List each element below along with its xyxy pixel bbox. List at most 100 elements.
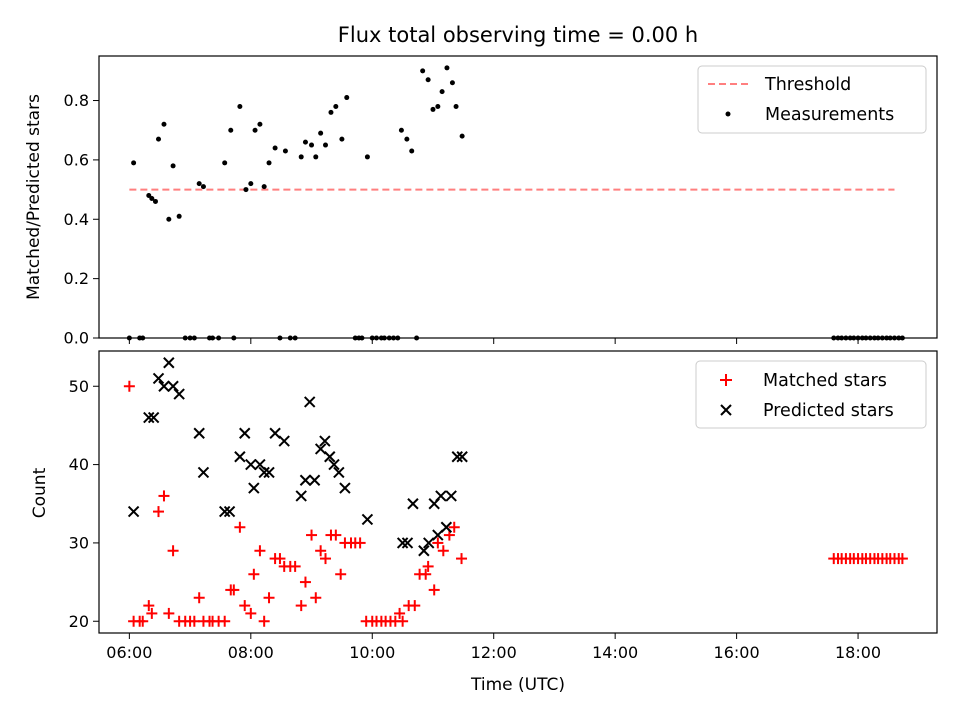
predicted-stars-point (127, 505, 140, 518)
matched-stars-point (163, 607, 175, 619)
measurement-point (867, 335, 873, 341)
measurement-point (404, 136, 410, 142)
matched-stars-point (234, 521, 246, 533)
predicted-stars-point (304, 396, 316, 408)
x-tick-label: 18:00 (835, 643, 881, 662)
matched-stars-point (137, 615, 149, 627)
predicted-stars-point (234, 451, 246, 463)
predicted-stars-point (401, 537, 414, 549)
legend-predicted-label: Predicted stars (763, 401, 894, 421)
measurement-point (835, 335, 841, 341)
measurement-point (328, 109, 334, 115)
bottom-y-ticks: 20 30 40 50 (69, 377, 99, 631)
legend-matched-label: Matched stars (763, 371, 887, 391)
measurement-point (851, 335, 857, 341)
matched-stars-point (167, 545, 179, 557)
measurement-point (131, 160, 137, 166)
matched-stars-point (354, 537, 366, 549)
matched-stars-point (263, 592, 275, 604)
predicted-stars-point (197, 466, 210, 479)
measurement-point (248, 181, 254, 187)
measurement-point (313, 154, 319, 160)
bottom-x-ticks: 06:00 08:00 10:00 12:00 14:00 16:00 18:00 (106, 633, 881, 662)
measurement-point (381, 335, 387, 341)
top-y-tick-label: 0.4 (64, 210, 89, 229)
predicted-stars-point (248, 482, 260, 494)
chart-title: Flux total observing time = 0.00 h (338, 23, 698, 47)
matched-stars-point (123, 380, 135, 392)
measurement-point (292, 335, 298, 341)
top-x-ticks (128, 338, 859, 344)
top-plot-frame (98, 55, 938, 339)
predicted-stars-point (456, 451, 468, 463)
measurement-point (187, 335, 193, 341)
bottom-plot-frame (98, 350, 938, 634)
measurement-point (166, 216, 172, 222)
measurement-point (899, 335, 905, 341)
measurement-point (843, 335, 849, 341)
measurement-point (161, 121, 167, 127)
matched-stars-point (146, 607, 158, 619)
matched-stars-point (193, 592, 205, 604)
measurement-point (261, 184, 267, 190)
bottom-x-axis-label: Time (UTC) (470, 675, 565, 695)
predicted-stars-point (158, 380, 170, 392)
matched-stars-point (330, 529, 342, 541)
measurement-point (231, 335, 237, 341)
measurement-point (449, 80, 455, 86)
measurement-point (374, 335, 380, 341)
predicted-stars-point (258, 466, 270, 479)
matched-stars-point (153, 506, 165, 518)
predicted-stars-point (435, 490, 447, 502)
bottom-y-axis-label: Count (30, 467, 50, 518)
bottom-series-marks (123, 357, 908, 627)
measurement-point (200, 184, 206, 190)
bottom-legend: Matched stars Predicted stars (695, 360, 927, 429)
measurement-point (196, 181, 202, 187)
measurement-point (149, 195, 155, 201)
measurement-point (386, 335, 392, 341)
matched-stars-point (320, 553, 332, 565)
measurement-point (425, 77, 431, 83)
predicted-stars-point (254, 458, 266, 471)
predicted-stars-point (245, 458, 257, 471)
matched-stars-point (448, 521, 460, 533)
predicted-stars-point (407, 498, 419, 510)
predicted-stars-point (147, 411, 160, 424)
predicted-stars-point (423, 537, 435, 549)
measurement-point (140, 335, 146, 341)
top-plot-panel: 0.00.20.40.60.8 Matched/Predicted stars … (24, 55, 938, 348)
matched-stars-point (896, 553, 908, 565)
predicted-stars-point (223, 505, 236, 518)
x-tick-label: 10:00 (349, 643, 395, 662)
measurement-point (237, 103, 243, 109)
matched-stars-point (456, 553, 468, 565)
bottom-legend-box (695, 360, 927, 429)
matched-stars-point (245, 607, 257, 619)
matched-stars-point (428, 584, 440, 596)
predicted-stars-point (278, 435, 290, 447)
matched-stars-point (422, 560, 434, 572)
predicted-stars-point (152, 372, 165, 385)
measurement-point (364, 154, 370, 160)
measurement-point (879, 335, 885, 341)
predicted-stars-point (299, 474, 312, 486)
x-tick-label: 08:00 (228, 643, 274, 662)
matched-stars-point (397, 615, 409, 627)
measurement-point (847, 335, 853, 341)
top-y-axis-label: Matched/Predicted stars (24, 94, 44, 300)
measurement-point (859, 335, 865, 341)
measurement-point (444, 65, 450, 71)
measurement-point (287, 335, 293, 341)
top-y-tick-label: 0.8 (64, 91, 89, 110)
predicted-stars-point (418, 545, 430, 557)
measurement-point (887, 335, 893, 341)
matched-stars-point (409, 600, 421, 612)
measurement-point (298, 154, 304, 160)
predicted-stars-point (295, 490, 307, 502)
measurement-point (459, 133, 465, 139)
measurement-point (176, 213, 182, 219)
x-tick-label: 14:00 (592, 643, 638, 662)
measurement-point (318, 130, 324, 136)
